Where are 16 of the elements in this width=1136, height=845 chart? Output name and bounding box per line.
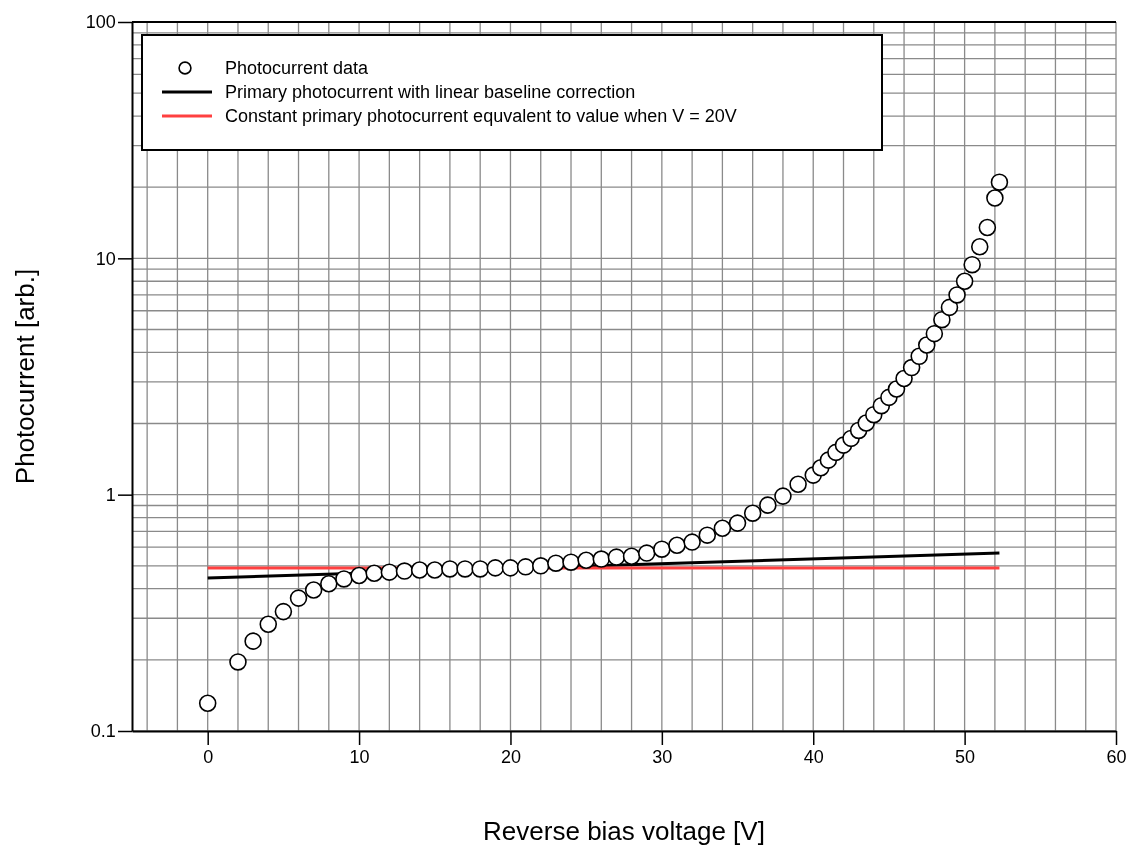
legend-label: Primary photocurrent with linear baseline correction [225,82,636,102]
y-tick-label: 1 [105,484,116,505]
legend-label: Photocurrent data [225,58,370,78]
x-tick-label: 0 [203,747,214,768]
x-tick-label: 60 [1106,747,1127,768]
y-tick-label: 10 [95,248,116,269]
x-tick-label: 10 [349,747,370,768]
x-tick-label: 20 [500,747,521,768]
y-axis-title: Photocurrent [arb.] [10,268,40,485]
x-tick-label: 50 [955,747,976,768]
x-axis-title: Reverse bias voltage [V] [483,816,765,845]
legend-label: Constant primary photocurrent equvalent to value when V = 20V [225,106,737,126]
y-tick-label: 100 [85,12,116,33]
x-tick-label: 40 [803,747,824,768]
y-tick-label: 0.1 [90,721,116,742]
x-tick-label: 30 [652,747,673,768]
